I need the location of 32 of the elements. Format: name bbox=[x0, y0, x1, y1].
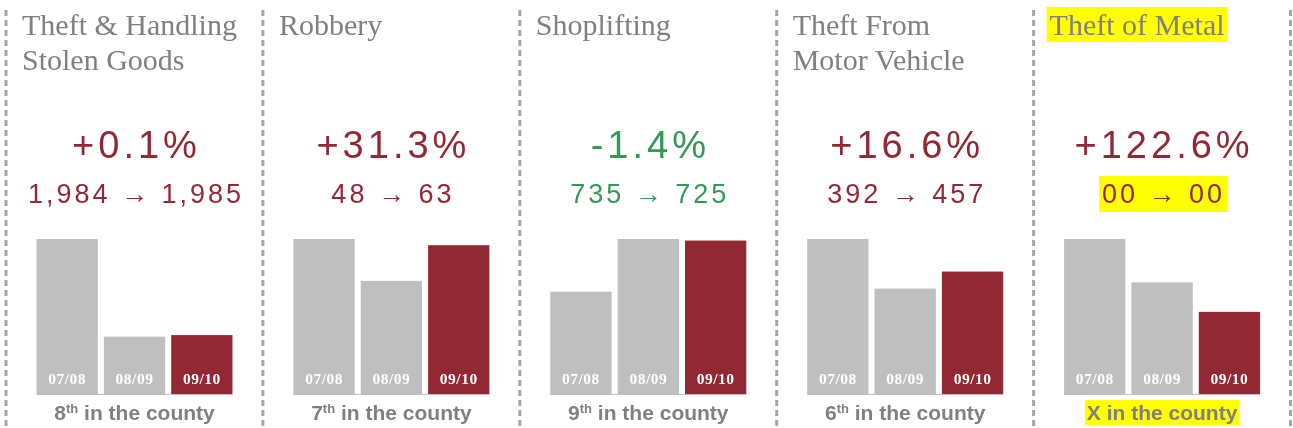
text: 1,984 → 1,985 bbox=[27, 179, 245, 209]
x-tick-label: 07/08 bbox=[562, 370, 600, 387]
text: 48 → 63 bbox=[331, 179, 455, 209]
text: 735 → 725 bbox=[570, 179, 730, 209]
chart-title: Robbery bbox=[278, 8, 383, 41]
text: +31.3% bbox=[316, 124, 471, 166]
text: 8$^{th}$ in the county bbox=[54, 400, 216, 424]
text: 9$^{th}$ in the county bbox=[568, 400, 729, 424]
text: +16.6% bbox=[830, 124, 985, 166]
x-tick-label: 09/10 bbox=[182, 370, 221, 387]
x-tick-label: 09/10 bbox=[439, 370, 478, 387]
text: 7$^{th}$ in the county bbox=[311, 400, 472, 424]
x-tick-label: 09/10 bbox=[696, 370, 735, 387]
x-tick-label: 08/09 bbox=[115, 370, 154, 387]
text: 6$^{th}$ in the county bbox=[824, 400, 986, 424]
text: 392 → 457 bbox=[827, 179, 987, 209]
x-tick-label: 09/10 bbox=[953, 370, 992, 387]
x-tick-label: 08/09 bbox=[1143, 370, 1182, 387]
x-tick-label: 07/08 bbox=[305, 370, 343, 387]
x-tick-label: 08/09 bbox=[372, 370, 411, 387]
x-tick-label: 07/08 bbox=[48, 370, 87, 387]
x-tick-label: 07/08 bbox=[818, 370, 857, 387]
x-tick-label: 07/08 bbox=[1075, 370, 1114, 387]
x-tick-label: 08/09 bbox=[886, 370, 925, 387]
text: +122.6% bbox=[1074, 124, 1254, 166]
x-tick-label: 08/09 bbox=[629, 370, 668, 387]
text: +0.1% bbox=[72, 124, 201, 166]
chart-title: Theft From Motor Vehicle bbox=[792, 8, 965, 76]
chart-title: Shoplifting bbox=[535, 8, 671, 41]
text: -1.4% bbox=[590, 124, 710, 166]
x-tick-label: 09/10 bbox=[1210, 370, 1249, 387]
chart-title: Theft & Handling Stolen Goods bbox=[22, 8, 237, 76]
